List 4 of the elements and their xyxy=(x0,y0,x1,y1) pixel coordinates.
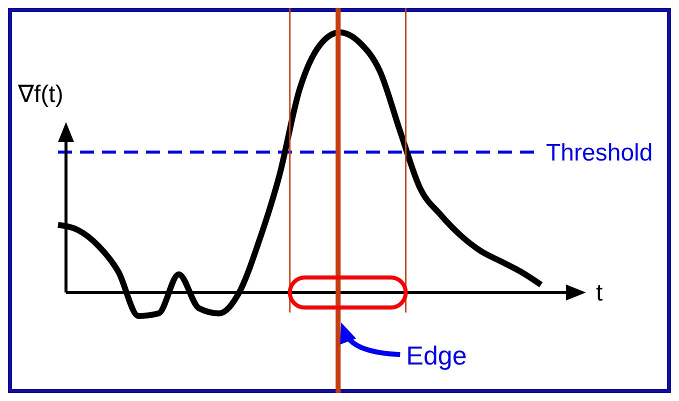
y-axis-title: ∇f(t) xyxy=(17,81,64,108)
text: Edge xyxy=(406,340,467,371)
x-axis-title: t xyxy=(596,280,603,307)
ref-line-label: Threshold xyxy=(546,140,653,167)
